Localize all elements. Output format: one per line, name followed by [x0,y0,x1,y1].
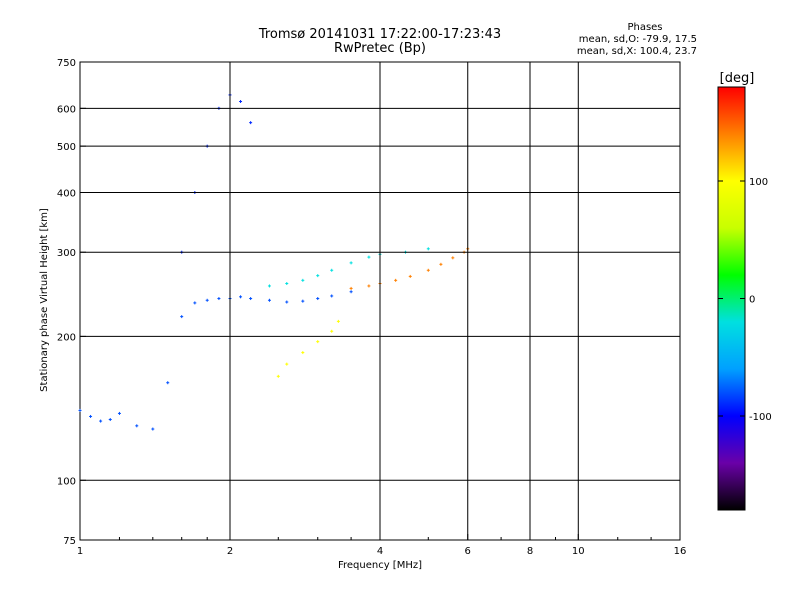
colorbar-tick-label-0: 0 [749,295,755,306]
colorbar-tick-label-100: 100 [749,177,768,188]
y-tick-label-600: 600 [57,104,76,115]
x-tick-label-4: 4 [377,546,383,557]
x-axis: 1 2 4 6 8 10 16 [77,534,687,557]
y-axis-label: Stationary phase Virtual Height [km] [39,208,50,392]
y-tick-label-500: 500 [57,142,76,153]
colorbar-label: [deg] [720,71,755,86]
x-axis-label: Frequency [MHz] [338,560,422,571]
y-tick-label-75: 75 [63,536,76,547]
plot-area [78,61,681,541]
x-tick-label-10: 10 [572,546,585,557]
phases-o-stats: mean, sd,O: -79.9, 17.5 [579,34,697,45]
y-tick-label-200: 200 [57,332,76,343]
y-tick-label-750: 750 [57,58,76,69]
phases-x-stats: mean, sd,X: 100.4, 23.7 [577,46,697,57]
x-tick-label-2: 2 [227,546,233,557]
y-axis: 75 100 200 300 400 500 600 750 [57,58,86,547]
x-tick-label-16: 16 [674,546,687,557]
y-tick-label-100: 100 [57,476,76,487]
x-tick-label-8: 8 [527,546,533,557]
y-tick-label-400: 400 [57,188,76,199]
colorbar: 100 0 -100 [717,86,772,511]
x-tick-label-6: 6 [465,546,471,557]
chart-subtitle: RwPretec (Bp) [334,41,426,56]
phases-heading: Phases [627,22,662,33]
y-tick-label-300: 300 [57,248,76,259]
chart-title: Tromsø 20141031 17:22:00-17:23:43 [258,27,501,42]
colorbar-tick-label--100: -100 [749,412,772,423]
x-tick-label-1: 1 [77,546,83,557]
